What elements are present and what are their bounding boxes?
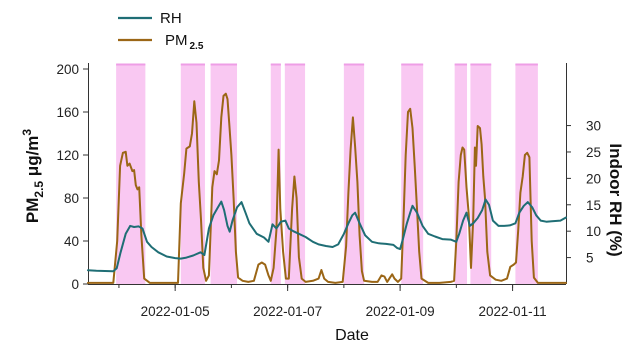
y-left-tick-label: 80 <box>64 191 79 206</box>
legend-pm25-label: PM 2.5 <box>165 32 204 52</box>
y-left-tick-label: 160 <box>56 105 79 120</box>
legend-pm25-sub: 2.5 <box>190 41 204 52</box>
y-left-title-sup: 3 <box>20 129 34 136</box>
y-right-tick-label: 10 <box>586 224 601 239</box>
y-left-tick-label: 200 <box>56 62 79 77</box>
shaded-period <box>284 64 306 284</box>
y-axis-right-title: Indoor RH (%) <box>606 143 625 256</box>
series-lines <box>87 92 567 284</box>
y-right-tick-label: 15 <box>586 198 601 213</box>
y-left-title-main: PM <box>23 198 42 224</box>
y-right-tick-label: 25 <box>586 145 601 160</box>
y-left-title-unit: μg/m <box>23 136 42 181</box>
y-right-tick-label: 30 <box>586 119 601 134</box>
y-axis-left-title: PM2.5 μg/m3 <box>20 129 46 224</box>
x-tick-label: 2022-01-05 <box>141 304 210 319</box>
legend-pm25-main: PM <box>165 32 188 49</box>
y-left-tick-label: 0 <box>71 277 79 292</box>
x-tick-label: 2022-01-07 <box>253 304 322 319</box>
x-axis-title: Date <box>335 327 369 344</box>
y-right-tick-label: 20 <box>586 171 601 186</box>
y-left-tick-label: 120 <box>56 148 79 163</box>
rh-line <box>87 198 567 273</box>
shaded-period <box>270 64 281 284</box>
axes: 0 40 80 120 160 200 5 10 15 20 25 30 2022-01-05 2022-… <box>56 62 601 319</box>
legend-rh-label: RH <box>160 10 182 27</box>
shaded-period <box>515 64 538 284</box>
pm25-line <box>87 92 567 284</box>
legend: RH PM 2.5 <box>118 10 204 52</box>
y-right-tick-label: 5 <box>586 251 594 266</box>
x-tick-label: 2022-01-11 <box>479 304 547 319</box>
y-left-tick-label: 40 <box>64 234 79 249</box>
x-tick-label: 2022-01-09 <box>366 304 435 319</box>
y-left-title-sub: 2.5 <box>32 181 46 198</box>
